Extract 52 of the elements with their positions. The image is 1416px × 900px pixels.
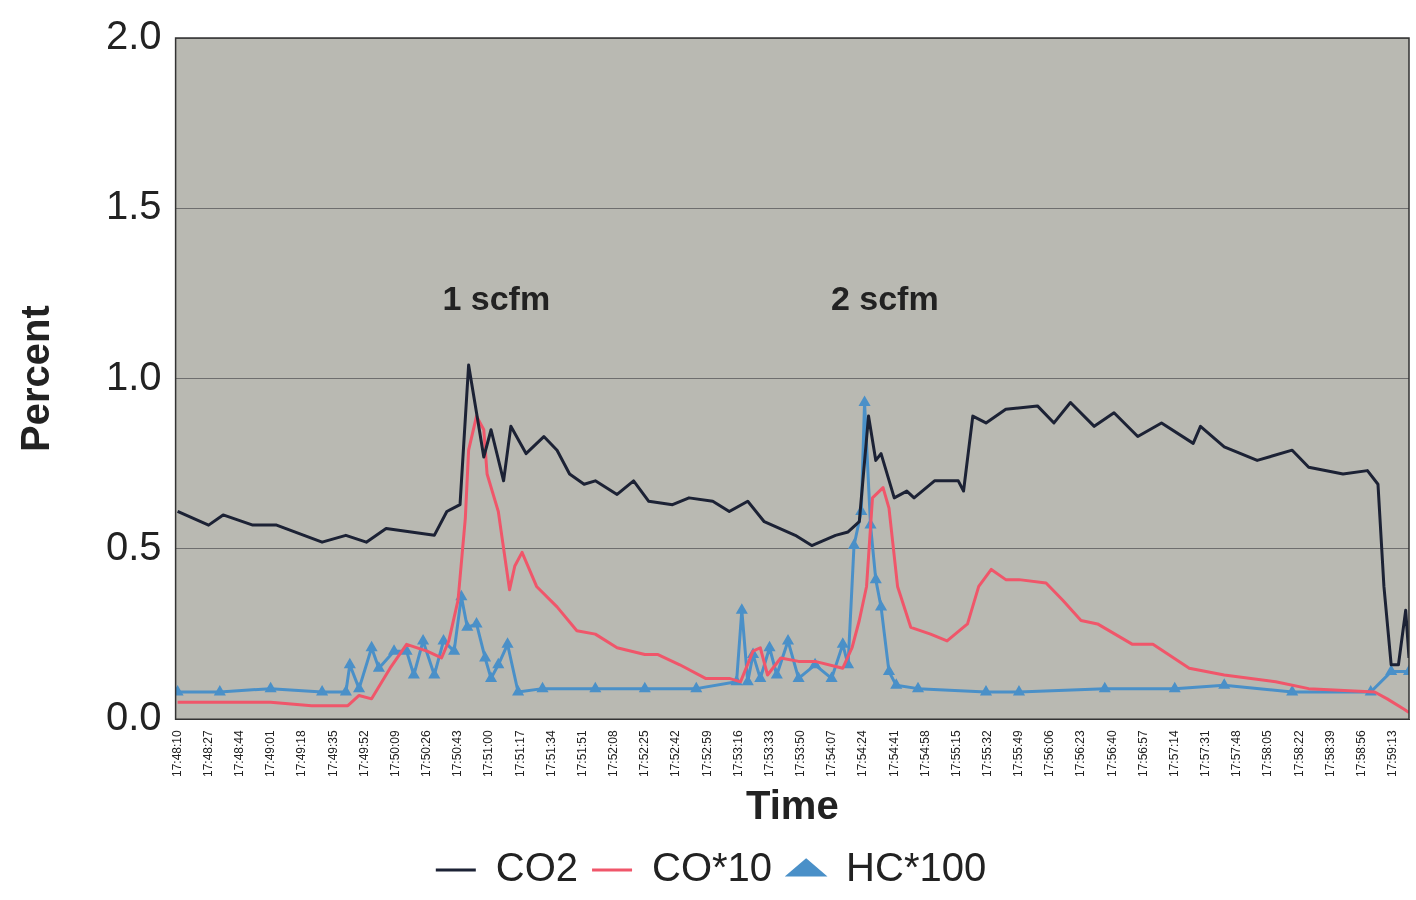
- x-axis-title: Time: [745, 783, 839, 828]
- x-tick-label: 17:49:01: [263, 729, 278, 778]
- x-tick-label: 17:50:09: [387, 729, 402, 778]
- legend-label: CO2: [495, 845, 579, 890]
- x-tick-label: 17:57:31: [1198, 729, 1213, 778]
- y-tick-label: 2.0: [106, 13, 162, 58]
- x-tick-label: 17:50:43: [450, 729, 465, 778]
- x-tick-label: 17:52:59: [699, 729, 714, 778]
- legend-label: CO*10: [652, 845, 773, 890]
- x-tick-label: 17:55:49: [1011, 729, 1026, 778]
- x-tick-label: 17:48:10: [169, 729, 184, 778]
- y-tick-label: 1.0: [106, 353, 162, 398]
- x-tick-label: 17:52:42: [668, 729, 683, 778]
- y-tick-label: 0.0: [106, 694, 162, 739]
- x-tick-label: 17:54:24: [855, 729, 870, 778]
- x-tick-label: 17:56:06: [1042, 729, 1057, 778]
- x-tick-label: 17:58:22: [1291, 729, 1306, 778]
- y-axis-title: Percent: [13, 305, 58, 453]
- y-tick-label: 1.5: [106, 183, 162, 228]
- x-tick-label: 17:51:17: [512, 729, 527, 778]
- x-tick-label: 17:52:08: [606, 729, 621, 778]
- x-tick-label: 17:53:16: [730, 729, 745, 778]
- x-tick-label: 17:54:07: [824, 729, 839, 778]
- x-tick-label: 17:50:26: [419, 729, 434, 778]
- x-tick-label: 17:55:32: [980, 729, 995, 778]
- x-tick-label: 17:59:13: [1385, 729, 1400, 778]
- x-tick-label: 17:54:41: [886, 729, 901, 778]
- annotation: 1 scfm: [442, 278, 551, 317]
- x-tick-label: 17:56:23: [1073, 729, 1088, 778]
- x-tick-label: 17:51:51: [574, 729, 589, 778]
- x-tick-label: 17:51:00: [481, 729, 496, 778]
- x-tick-label: 17:48:44: [232, 729, 247, 778]
- x-tick-label: 17:53:50: [793, 729, 807, 778]
- x-tick-label: 17:48:27: [200, 729, 215, 778]
- legend-label: HC*100: [846, 845, 987, 890]
- x-tick-label: 17:56:40: [1104, 729, 1119, 778]
- x-tick-label: 17:52:25: [637, 729, 652, 778]
- x-tick-label: 17:51:34: [543, 729, 558, 778]
- x-tick-label: 17:49:18: [294, 729, 309, 778]
- x-tick-label: 17:49:35: [325, 729, 340, 778]
- x-tick-label: 17:58:05: [1260, 729, 1275, 778]
- x-tick-label: 17:58:56: [1353, 729, 1368, 778]
- x-tick-label: 17:58:39: [1322, 729, 1337, 778]
- x-tick-label: 17:56:57: [1135, 729, 1150, 778]
- x-tick-label: 17:54:58: [917, 729, 932, 778]
- x-tick-label: 17:49:52: [356, 729, 371, 778]
- x-tick-label: 17:57:48: [1229, 729, 1244, 778]
- x-tick-label: 17:55:15: [948, 729, 963, 778]
- x-tick-label: 17:57:14: [1166, 729, 1181, 778]
- x-tick-label: 17:53:33: [761, 729, 776, 778]
- y-tick-label: 0.5: [106, 524, 162, 568]
- annotation: 2 scfm: [830, 278, 939, 317]
